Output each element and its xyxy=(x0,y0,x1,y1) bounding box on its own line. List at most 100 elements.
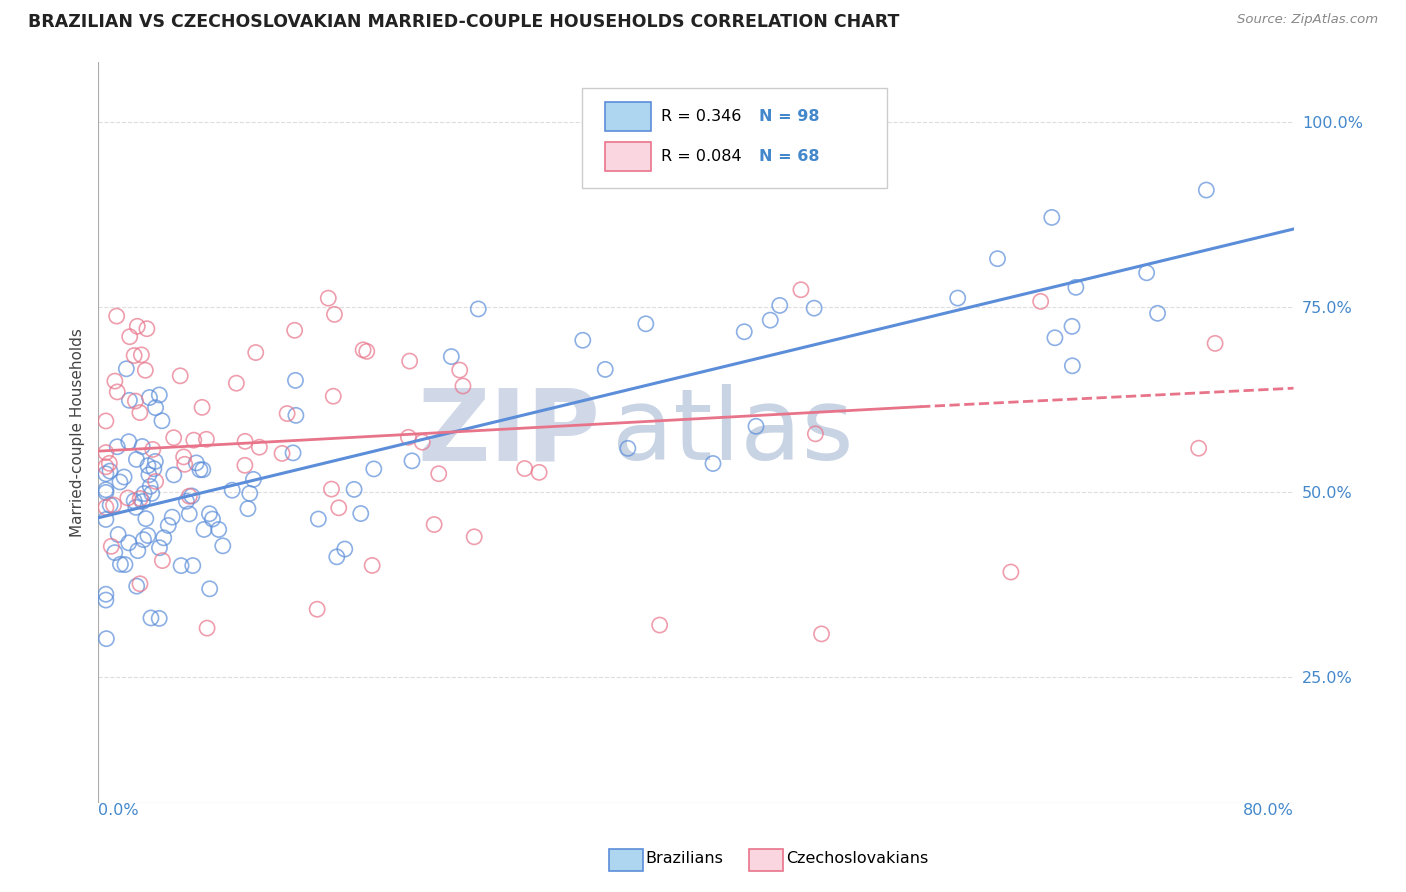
Point xyxy=(181,558,204,573)
Point xyxy=(233,434,256,449)
Point xyxy=(245,345,267,359)
Point xyxy=(104,546,127,560)
Point xyxy=(115,361,138,376)
Point xyxy=(1040,211,1063,225)
FancyBboxPatch shape xyxy=(605,143,651,170)
Point xyxy=(401,454,423,468)
Point xyxy=(198,507,221,521)
Point xyxy=(702,457,724,471)
Point xyxy=(103,498,125,512)
Point xyxy=(804,426,827,441)
Point xyxy=(141,486,163,500)
Point xyxy=(180,489,202,503)
Point xyxy=(242,472,264,486)
Point xyxy=(131,348,153,362)
Point xyxy=(195,432,218,446)
Point xyxy=(148,388,170,402)
Point xyxy=(1000,565,1022,579)
Point xyxy=(173,450,195,464)
Point xyxy=(179,489,201,503)
Point xyxy=(733,325,755,339)
Point xyxy=(94,587,117,601)
Point xyxy=(284,409,307,423)
Point xyxy=(321,482,343,496)
Point xyxy=(127,319,149,334)
Point xyxy=(423,517,446,532)
Point xyxy=(173,458,195,472)
Point xyxy=(328,500,350,515)
Point xyxy=(239,486,262,500)
Point xyxy=(150,553,173,567)
Point xyxy=(105,440,128,454)
Point xyxy=(195,621,218,635)
Point xyxy=(198,582,221,596)
FancyBboxPatch shape xyxy=(605,103,651,130)
Point xyxy=(1064,280,1087,294)
Point xyxy=(150,414,173,428)
Point xyxy=(94,467,117,481)
Point xyxy=(281,446,304,460)
Point xyxy=(759,313,782,327)
Point xyxy=(157,518,180,533)
Text: Source: ZipAtlas.com: Source: ZipAtlas.com xyxy=(1237,13,1378,27)
Point xyxy=(142,442,165,457)
Point xyxy=(513,461,536,475)
Text: ZIP: ZIP xyxy=(418,384,600,481)
Point xyxy=(352,343,374,357)
Point xyxy=(333,542,356,557)
Point xyxy=(122,349,145,363)
Point xyxy=(136,528,159,542)
Point xyxy=(343,483,366,497)
Point xyxy=(271,446,294,460)
Point xyxy=(142,462,165,476)
Point xyxy=(152,531,174,545)
Point xyxy=(1136,266,1159,280)
Point xyxy=(745,419,768,434)
Point xyxy=(139,479,162,493)
Point xyxy=(769,298,792,312)
Point xyxy=(316,291,339,305)
Point xyxy=(350,507,373,521)
Point xyxy=(118,329,141,343)
Point xyxy=(396,430,419,444)
Point xyxy=(148,541,170,555)
Point xyxy=(107,527,129,541)
Point xyxy=(247,440,270,454)
Point xyxy=(188,463,211,477)
Text: Czechoslovakians: Czechoslovakians xyxy=(786,852,928,866)
Point xyxy=(132,533,155,547)
Point xyxy=(1060,319,1083,334)
Point xyxy=(527,466,550,480)
Point xyxy=(449,363,471,377)
Text: R = 0.084: R = 0.084 xyxy=(661,149,742,164)
Point xyxy=(208,523,231,537)
Point xyxy=(1043,331,1066,345)
Point xyxy=(169,368,191,383)
Point xyxy=(117,491,139,505)
Point xyxy=(233,458,256,473)
Point xyxy=(132,486,155,500)
Point xyxy=(790,283,813,297)
Point xyxy=(98,464,121,478)
Point xyxy=(617,442,640,456)
Point xyxy=(1029,294,1052,309)
Point xyxy=(1062,359,1084,373)
Point xyxy=(1188,441,1211,455)
Point xyxy=(307,602,329,616)
Point xyxy=(593,362,616,376)
Point xyxy=(322,389,344,403)
Point xyxy=(127,543,149,558)
Point xyxy=(211,539,233,553)
Point xyxy=(236,501,259,516)
Point xyxy=(323,307,346,321)
Point xyxy=(125,452,148,467)
Point xyxy=(94,459,117,474)
Point xyxy=(105,309,128,323)
Point xyxy=(145,475,167,489)
Point xyxy=(104,374,127,388)
FancyBboxPatch shape xyxy=(582,88,887,188)
Point xyxy=(946,291,969,305)
Point xyxy=(183,433,205,447)
Point xyxy=(129,491,152,506)
Point xyxy=(94,485,117,500)
